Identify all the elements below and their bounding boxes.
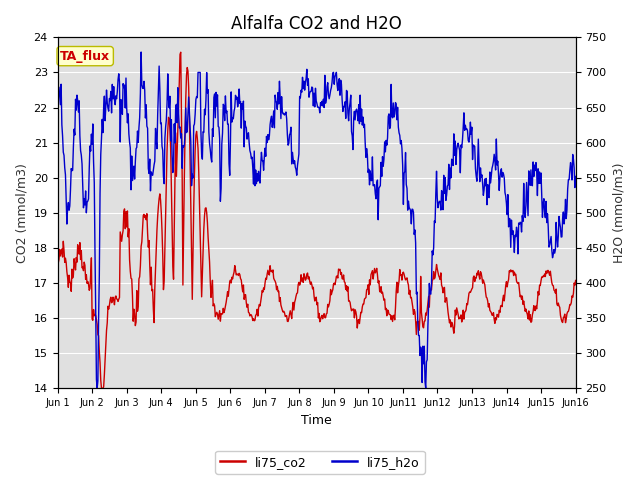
li75_co2: [381, 296, 388, 302]
li75_h2o: [63, 221, 71, 227]
li75_co2: [170, 276, 177, 282]
li75_h2o: [572, 174, 579, 180]
li75_h2o: [54, 92, 61, 98]
li75_h2o: [137, 49, 145, 55]
li75_h2o: [117, 97, 125, 103]
li75_co2: [54, 253, 61, 259]
li75_co2: [98, 385, 106, 391]
Text: TA_flux: TA_flux: [60, 49, 110, 62]
Line: li75_co2: li75_co2: [58, 52, 575, 388]
li75_co2: [198, 294, 205, 300]
li75_h2o: [198, 152, 205, 157]
li75_co2: [63, 269, 71, 275]
li75_co2: [177, 49, 184, 55]
Y-axis label: CO2 (mmol/m3): CO2 (mmol/m3): [15, 163, 28, 263]
li75_h2o: [93, 385, 101, 391]
Legend: li75_co2, li75_h2o: li75_co2, li75_h2o: [215, 451, 425, 474]
li75_co2: [396, 267, 404, 273]
li75_h2o: [396, 132, 404, 138]
Title: Alfalfa CO2 and H2O: Alfalfa CO2 and H2O: [231, 15, 402, 33]
li75_co2: [572, 277, 579, 283]
Y-axis label: H2O (mmol/m3): H2O (mmol/m3): [612, 163, 625, 263]
li75_co2: [117, 234, 125, 240]
Line: li75_h2o: li75_h2o: [58, 52, 575, 388]
X-axis label: Time: Time: [301, 414, 332, 427]
li75_h2o: [381, 139, 388, 145]
li75_h2o: [170, 121, 178, 127]
